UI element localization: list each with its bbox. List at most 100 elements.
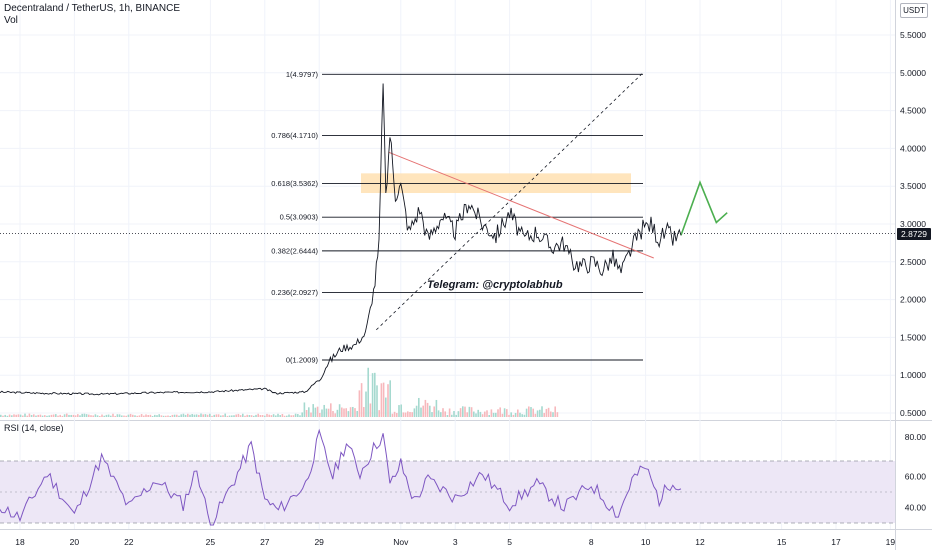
volume-bar (189, 414, 191, 417)
volume-bar (0, 414, 2, 417)
volume-bar (154, 414, 156, 417)
volume-bar (116, 414, 119, 417)
volume-bar (413, 408, 416, 417)
volume-bar (347, 411, 350, 417)
volume-bar (497, 409, 499, 417)
volume-bar (226, 415, 229, 417)
volume-bar (63, 414, 66, 417)
ascending-trendline (376, 72, 644, 331)
volume-bar (517, 409, 519, 417)
volume-bar (68, 414, 70, 417)
volume-bar (4, 414, 6, 417)
x-tick-label: 27 (260, 537, 270, 547)
volume-bar (8, 414, 11, 417)
volume-bar (246, 414, 248, 417)
volume-bar (6, 415, 9, 417)
y-tick-label: 5.0000 (900, 68, 926, 78)
volume-bar (426, 402, 429, 417)
volume-bar (358, 390, 361, 417)
y-tick-label: 4.5000 (900, 106, 926, 116)
x-tick-label: 22 (124, 537, 134, 547)
volume-bar (39, 414, 42, 417)
volume-bar (224, 413, 226, 417)
fib-level-label: 0(1.2009) (286, 356, 319, 365)
volume-bar (316, 406, 319, 417)
volume-bar (385, 397, 387, 417)
volume-bar (48, 415, 50, 417)
volume-bar (325, 408, 328, 417)
volume-bar (457, 411, 460, 417)
volume-bar (528, 406, 530, 417)
volume-bar (367, 367, 369, 417)
trendlines[interactable] (376, 72, 728, 331)
volume-bar (259, 414, 262, 417)
volume-bar (90, 415, 92, 417)
x-tick-label: 10 (641, 537, 651, 547)
volume-bar (136, 415, 138, 417)
volume-bar (539, 409, 541, 417)
volume-bar (288, 414, 290, 417)
volume-bar (479, 411, 482, 417)
volume-bar (389, 380, 391, 417)
volume-bar (387, 384, 389, 417)
volume-bar (407, 411, 409, 417)
watermark-text: Telegram: @cryptolabhub (427, 279, 563, 291)
volume-bar (268, 414, 270, 417)
volume-bar (433, 406, 435, 417)
volume-bar (70, 414, 72, 417)
volume-bar (105, 414, 108, 417)
volume-bar (552, 412, 554, 417)
x-tick-label: 17 (831, 537, 841, 547)
currency-button[interactable]: USDT (900, 3, 928, 18)
volume-bar (85, 414, 88, 417)
volume-bar (11, 415, 13, 417)
volume-bar (195, 414, 198, 417)
volume-bar (184, 414, 187, 417)
volume-bar (484, 411, 486, 417)
volume-histogram (0, 367, 559, 417)
volume-bar (468, 406, 471, 417)
volume-bar (37, 414, 39, 417)
volume-bar (323, 404, 325, 417)
volume-bar (270, 415, 273, 417)
volume-bar (275, 415, 277, 417)
volume-bar (334, 413, 336, 417)
volume-bar (101, 414, 103, 417)
volume-bar (193, 414, 196, 417)
volume-bar (103, 415, 105, 417)
volume-bar (312, 404, 314, 417)
volume-bar (424, 399, 427, 417)
volume-bar (420, 407, 422, 417)
volume-bar (211, 415, 213, 417)
volume-bar (167, 415, 169, 417)
volume-bar (180, 414, 182, 417)
volume-bar (17, 414, 20, 417)
volume-bar (99, 415, 101, 417)
volume-bar (41, 415, 44, 417)
fib-level-label: 0.618(3.5362) (271, 179, 318, 188)
volume-bar (178, 415, 180, 417)
volume-bar (462, 406, 464, 417)
volume-bar (244, 415, 246, 417)
x-tick-label: 12 (695, 537, 705, 547)
volume-bar (123, 415, 125, 417)
volume-bar (514, 412, 517, 417)
volume-bar (242, 413, 244, 417)
fibonacci-retracement[interactable]: 1(4.9797) 0.786(4.1710) 0.618(3.5362) 0.5(3… (271, 70, 643, 365)
volume-bar (429, 405, 431, 417)
volume-bar (382, 382, 385, 417)
volume-bar (435, 399, 438, 417)
volume-bar (272, 414, 275, 417)
volume-bar (554, 406, 556, 417)
volume-bar (448, 408, 451, 417)
volume-bar (160, 415, 163, 417)
volume-bar (277, 413, 279, 417)
volume-bar (545, 408, 548, 417)
volume-bar (233, 415, 235, 417)
volume-bar (149, 414, 152, 417)
volume-bar (156, 415, 158, 417)
volume-bar (508, 414, 510, 417)
volume-bars (0, 367, 559, 417)
